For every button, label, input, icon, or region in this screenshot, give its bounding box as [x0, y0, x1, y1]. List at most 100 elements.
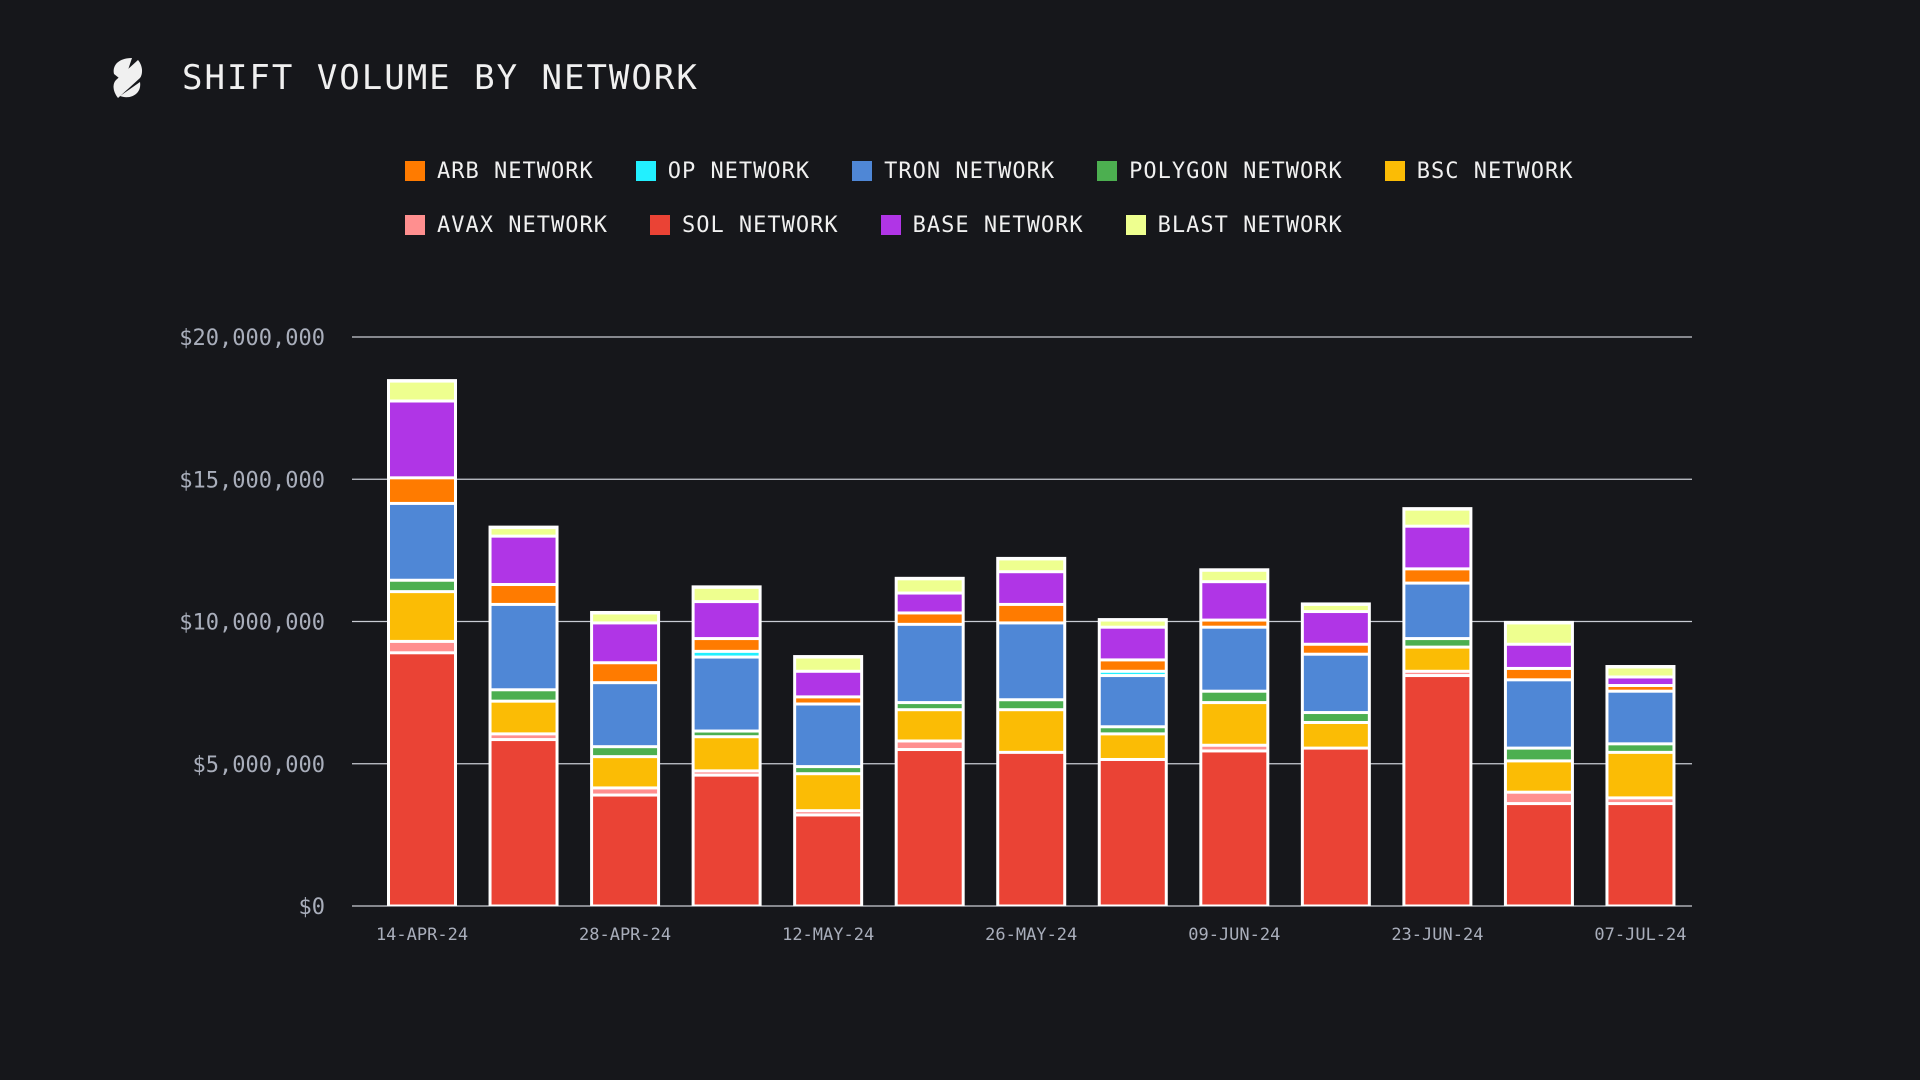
bar-segment-polygon-network[interactable] [694, 732, 759, 736]
bar-stack-07-jul-24[interactable] [1605, 665, 1676, 906]
bar-segment-base-network[interactable] [1608, 678, 1673, 685]
bar-segment-sol-network[interactable] [694, 776, 759, 905]
legend-item-bsc-network[interactable]: BSC NETWORK [1384, 159, 1574, 184]
legend-item-polygon-network[interactable]: POLYGON NETWORK [1097, 159, 1343, 184]
bar-segment-bsc-network[interactable] [1303, 723, 1368, 747]
bar-segment-sol-network[interactable] [1202, 752, 1267, 905]
bar-segment-tron-network[interactable] [999, 624, 1064, 699]
bar-segment-tron-network[interactable] [796, 705, 861, 766]
bar-segment-polygon-network[interactable] [1506, 749, 1571, 760]
bar-segment-bsc-network[interactable] [1405, 648, 1470, 670]
bar-segment-avax-network[interactable] [1202, 746, 1267, 750]
bar-segment-arb-network[interactable] [1100, 661, 1165, 670]
bar-stack-12-may-24[interactable] [793, 655, 864, 906]
bar-segment-blast-network[interactable] [1608, 668, 1673, 676]
bar-segment-blast-network[interactable] [1100, 621, 1165, 626]
bar-segment-sol-network[interactable] [1506, 805, 1571, 905]
bar-segment-base-network[interactable] [1303, 613, 1368, 643]
bar-segment-arb-network[interactable] [694, 640, 759, 650]
bar-segment-op-network[interactable] [1100, 672, 1165, 675]
bar-segment-base-network[interactable] [796, 672, 861, 696]
bar-segment-sol-network[interactable] [1303, 749, 1368, 905]
bar-segment-arb-network[interactable] [1303, 645, 1368, 653]
bar-segment-arb-network[interactable] [897, 614, 962, 623]
bar-segment-blast-network[interactable] [796, 658, 861, 670]
bar-segment-arb-network[interactable] [390, 479, 454, 502]
legend-item-avax-network[interactable]: AVAX NETWORK [405, 213, 608, 238]
bar-segment-avax-network[interactable] [1506, 793, 1571, 803]
bar-segment-sol-network[interactable] [1100, 760, 1165, 905]
bar-segment-bsc-network[interactable] [1506, 762, 1571, 791]
bar-segment-bsc-network[interactable] [999, 711, 1064, 751]
bar-segment-avax-network[interactable] [796, 812, 861, 814]
bar-segment-tron-network[interactable] [1100, 677, 1165, 726]
bar-segment-base-network[interactable] [897, 594, 962, 612]
bar-stack-30-jun-24[interactable] [1503, 620, 1574, 906]
bar-segment-polygon-network[interactable] [593, 748, 658, 756]
bar-segment-avax-network[interactable] [897, 742, 962, 749]
bar-segment-arb-network[interactable] [491, 586, 556, 603]
bar-segment-bsc-network[interactable] [491, 702, 556, 733]
bar-segment-avax-network[interactable] [491, 735, 556, 739]
bar-segment-avax-network[interactable] [593, 789, 658, 794]
legend-item-base-network[interactable]: BASE NETWORK [880, 213, 1084, 238]
bar-segment-blast-network[interactable] [491, 529, 556, 535]
bar-segment-avax-network[interactable] [390, 642, 454, 652]
bar-segment-polygon-network[interactable] [1100, 728, 1165, 733]
legend-item-op-network[interactable]: OP NETWORK [635, 159, 810, 184]
bar-stack-14-apr-24[interactable] [387, 379, 457, 906]
bar-stack-19-may-24[interactable] [894, 576, 965, 906]
bar-segment-tron-network[interactable] [593, 684, 658, 746]
bar-segment-arb-network[interactable] [999, 605, 1064, 622]
bar-segment-sol-network[interactable] [796, 816, 861, 905]
bar-segment-arb-network[interactable] [1506, 669, 1571, 679]
legend-item-tron-network[interactable]: TRON NETWORK [852, 159, 1055, 184]
bar-segment-polygon-network[interactable] [1202, 692, 1267, 702]
bar-segment-bsc-network[interactable] [897, 711, 962, 740]
bar-segment-base-network[interactable] [491, 537, 556, 584]
bar-segment-base-network[interactable] [1100, 628, 1165, 659]
bar-segment-blast-network[interactable] [593, 614, 658, 622]
bar-segment-tron-network[interactable] [1405, 584, 1470, 638]
bar-segment-polygon-network[interactable] [897, 704, 962, 709]
bar-segment-sol-network[interactable] [593, 796, 658, 905]
bar-segment-polygon-network[interactable] [491, 691, 556, 700]
bar-segment-base-network[interactable] [999, 573, 1064, 603]
legend-item-sol-network[interactable]: SOL NETWORK [649, 213, 839, 238]
bar-segment-arb-network[interactable] [1608, 687, 1673, 690]
bar-segment-base-network[interactable] [1405, 527, 1470, 568]
bar-segment-arb-network[interactable] [1202, 621, 1267, 626]
bar-segment-blast-network[interactable] [390, 382, 454, 400]
bar-segment-tron-network[interactable] [897, 625, 962, 702]
bar-segment-bsc-network[interactable] [390, 593, 454, 640]
bar-segment-blast-network[interactable] [1506, 624, 1571, 643]
bar-segment-base-network[interactable] [390, 402, 454, 477]
bar-stack-21-apr-24[interactable] [488, 525, 559, 906]
bar-segment-polygon-network[interactable] [1405, 640, 1470, 646]
bar-segment-base-network[interactable] [694, 603, 759, 638]
bar-stack-26-may-24[interactable] [996, 556, 1067, 906]
bar-segment-tron-network[interactable] [1608, 692, 1673, 743]
bar-segment-base-network[interactable] [1506, 645, 1571, 667]
bar-segment-arb-network[interactable] [1405, 570, 1470, 582]
bar-segment-bsc-network[interactable] [796, 775, 861, 810]
bar-segment-base-network[interactable] [1202, 583, 1267, 619]
bar-stack-16-jun-24[interactable] [1300, 602, 1371, 906]
bar-segment-sol-network[interactable] [897, 751, 962, 905]
bar-segment-polygon-network[interactable] [796, 768, 861, 773]
bar-segment-tron-network[interactable] [491, 605, 556, 689]
bar-segment-blast-network[interactable] [897, 580, 962, 592]
bar-segment-bsc-network[interactable] [593, 758, 658, 787]
bar-segment-base-network[interactable] [593, 624, 658, 662]
bar-segment-sol-network[interactable] [999, 753, 1064, 905]
bar-segment-bsc-network[interactable] [1100, 735, 1165, 758]
bar-stack-09-jun-24[interactable] [1199, 568, 1270, 906]
bar-segment-blast-network[interactable] [694, 588, 759, 601]
bar-segment-bsc-network[interactable] [1608, 753, 1673, 797]
bar-segment-blast-network[interactable] [999, 560, 1064, 571]
bar-segment-arb-network[interactable] [796, 698, 861, 703]
bar-segment-polygon-network[interactable] [999, 701, 1064, 709]
bar-segment-tron-network[interactable] [1303, 655, 1368, 712]
bar-segment-tron-network[interactable] [390, 504, 454, 579]
bar-segment-op-network[interactable] [694, 652, 759, 656]
